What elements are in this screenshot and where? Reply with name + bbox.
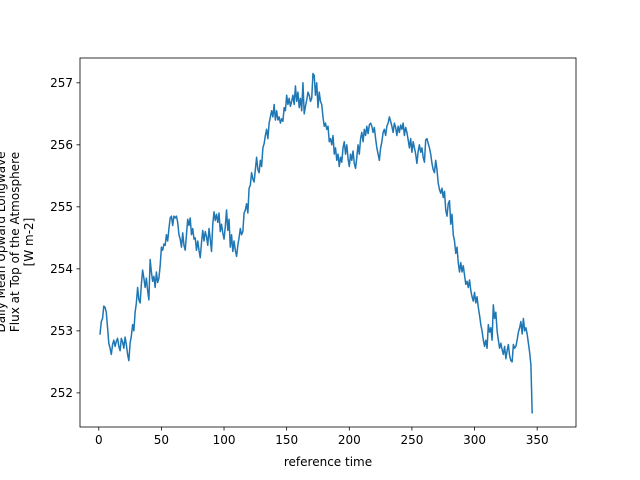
x-tick-label: 200 (338, 433, 361, 447)
y-tick-label: 252 (50, 386, 73, 400)
plot-background (80, 58, 576, 427)
ticks-layer: 0 50 100 150 200 250 300 350 252 253 254 255 256 257 (50, 76, 549, 447)
y-tick-label: 256 (50, 138, 73, 152)
y-tick-label: 254 (50, 262, 73, 276)
axes-layer (79, 57, 577, 428)
y-tick-label: 253 (50, 324, 73, 338)
x-tick-label: 0 (95, 433, 103, 447)
series-line-0 (99, 72, 533, 414)
line-layer (99, 72, 533, 414)
y-tick-label: 255 (50, 200, 73, 214)
x-tick-label: 150 (275, 433, 298, 447)
x-tick-label: 350 (526, 433, 549, 447)
x-axis-label: reference time (284, 455, 372, 469)
axes-frame (79, 57, 577, 428)
x-tick-label: 300 (463, 433, 486, 447)
y-axis-label-line-3: [W m-2] (22, 218, 36, 267)
x-tick-label: 250 (400, 433, 423, 447)
y-axis-label-line-2: Flux at Top of the Atmosphere (8, 152, 22, 332)
y-axis-label: Daily Mean Upward Longwave Flux at Top o… (0, 151, 36, 332)
x-tick-label: 50 (154, 433, 169, 447)
y-tick-label: 257 (50, 76, 73, 90)
y-axis-label-line-1: Daily Mean Upward Longwave (0, 151, 8, 332)
x-tick-label: 100 (213, 433, 236, 447)
